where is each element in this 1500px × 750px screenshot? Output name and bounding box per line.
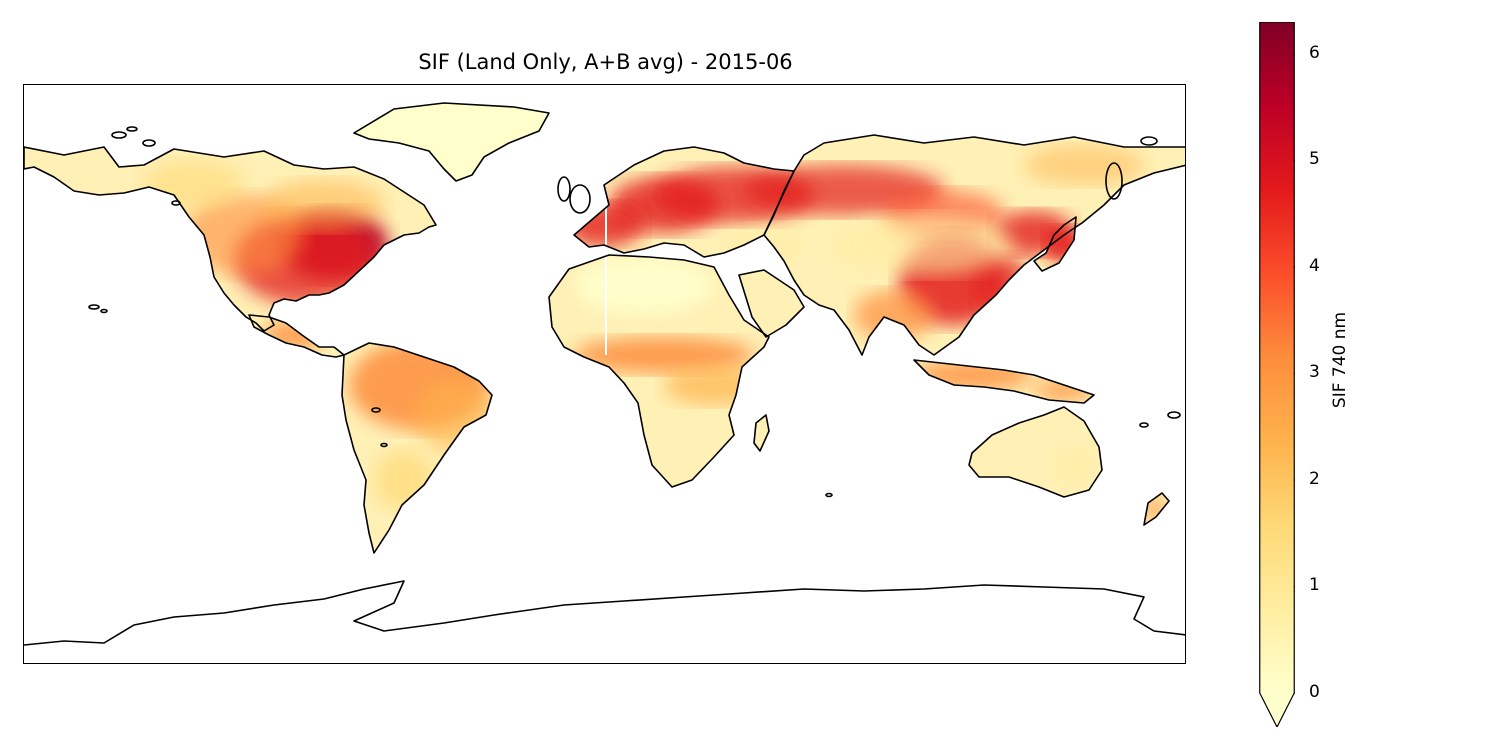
coastline-island: [1105, 162, 1123, 200]
sif-field-patch: [414, 380, 494, 450]
coastline-asia: [1033, 216, 1077, 272]
coastline-australia: [968, 406, 1103, 498]
coastline-island: [1167, 411, 1181, 419]
coastline-central-america: [248, 314, 345, 358]
sif-field-patch: [724, 225, 804, 265]
coastline-island: [88, 304, 100, 310]
colorbar-tick-label: 2: [1309, 468, 1320, 489]
coastline-island: [111, 131, 127, 139]
coastline-island: [371, 407, 381, 413]
coastline-greenland: [353, 102, 550, 182]
sif-field-patch: [1024, 145, 1144, 185]
sif-field-patch: [1054, 445, 1094, 485]
colorbar-tick-label: 3: [1309, 362, 1320, 383]
sif-field-patch: [1034, 380, 1094, 400]
coastline-africa: [753, 414, 770, 452]
coastline-island: [557, 176, 571, 202]
coastline-asia: [738, 269, 805, 338]
sif-field-patch: [664, 365, 764, 405]
colorbar-label: SIF 740 nm: [1330, 311, 1350, 409]
sif-field-patch: [914, 360, 1034, 390]
sif-field-patch: [834, 215, 1014, 275]
coastline-island: [171, 200, 181, 206]
coastline-island: [126, 126, 138, 132]
colorbar-tick-label: 4: [1309, 255, 1320, 276]
coastline-island: [569, 184, 591, 214]
coastline-asia: [763, 134, 1185, 356]
colorbar-gradient: [1259, 22, 1295, 693]
sif-field-patch: [144, 160, 244, 210]
colorbar-tick-label: 6: [1309, 42, 1320, 63]
sif-field-patch: [374, 450, 434, 510]
coastline-north-america: [24, 146, 437, 332]
coastline-antarctica: [24, 580, 1185, 646]
coastline-island: [100, 308, 108, 314]
sif-field-patch: [574, 255, 714, 315]
sif-field-patch: [574, 337, 754, 373]
chart-title: SIF (Land Only, A+B avg) - 2015-06: [418, 50, 793, 74]
coastline-island: [825, 492, 833, 498]
greenland-fill: [354, 103, 549, 181]
colorbar-tick-label: 1: [1309, 575, 1320, 596]
coastline-island: [1139, 422, 1149, 428]
coastline-asia: [913, 359, 1095, 404]
map-canvas: [24, 102, 1185, 646]
coastline-australia: [1143, 492, 1170, 526]
colorbar-tick-label: 0: [1309, 682, 1320, 702]
coastline-island: [142, 139, 156, 147]
coastline-island: [380, 442, 388, 448]
colorbar-tick-label: 5: [1309, 149, 1320, 170]
coastline-island: [1140, 136, 1158, 146]
map-panel: [23, 84, 1186, 664]
coastline-africa: [548, 254, 770, 488]
sif-field-patch: [854, 290, 934, 340]
colorbar-extend-min: [1259, 693, 1295, 727]
sif-field-patch: [264, 180, 384, 230]
coastline-south-america: [341, 342, 493, 554]
colorbar: [1259, 22, 1295, 727]
